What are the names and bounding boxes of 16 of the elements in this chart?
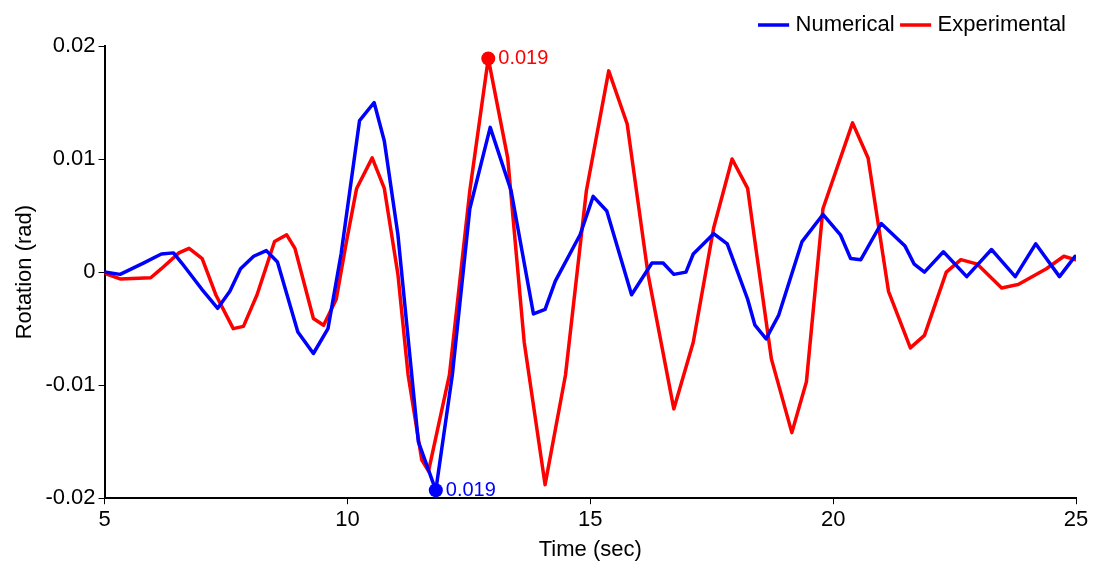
annotation: 0.019	[445, 477, 496, 500]
x-tick-label: 10	[335, 506, 360, 532]
legend-label: Numerical	[795, 11, 895, 37]
y-tick-label: 0.01	[52, 145, 96, 171]
y-tick-label: -0.02	[45, 484, 96, 510]
y-tick-label: -0.01	[45, 371, 96, 397]
annotation: 0.019	[498, 45, 549, 68]
y-axis-title: Rotation (rad)	[11, 204, 37, 340]
y-tick-label: 0	[83, 258, 96, 284]
x-axis-title: Time (sec)	[538, 535, 642, 561]
x-tick-label: 20	[820, 506, 846, 532]
legend-label: Experimental	[937, 11, 1066, 37]
x-tick-label: 5	[98, 506, 111, 532]
y-tick-label: 0.02	[52, 32, 96, 58]
x-tick-label: 25	[1063, 506, 1089, 532]
x-tick-label: 15	[578, 506, 603, 532]
